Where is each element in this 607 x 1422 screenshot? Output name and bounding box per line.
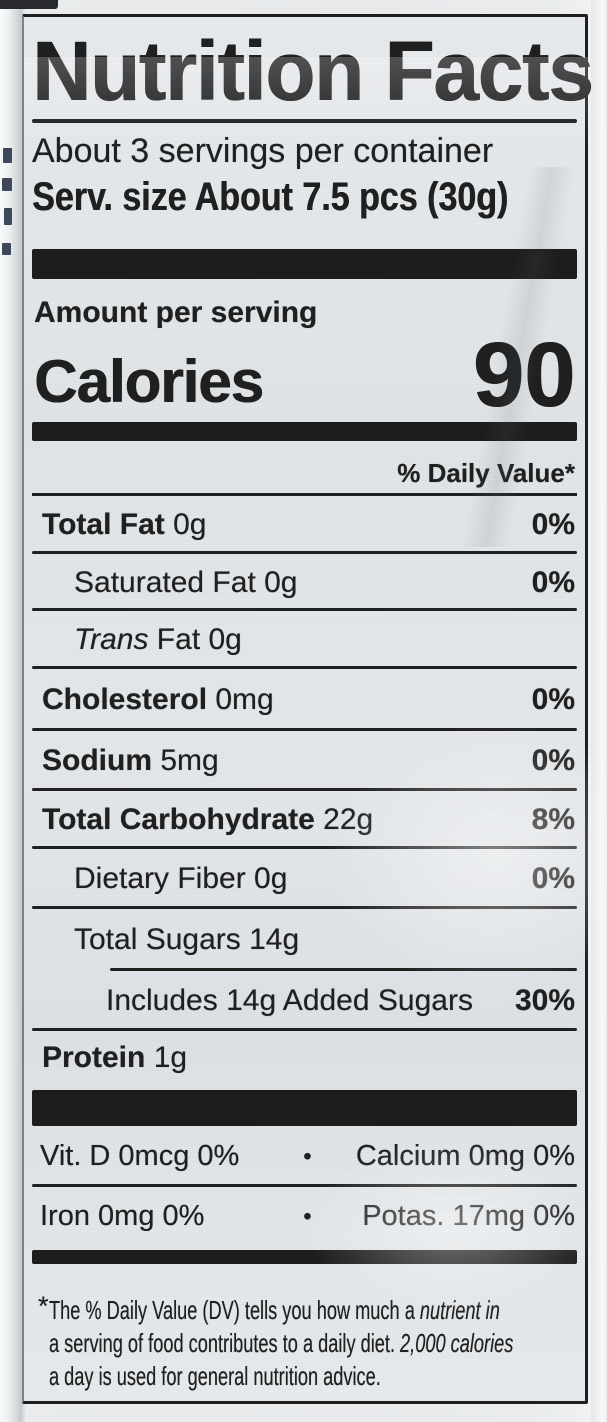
divider-rule: [32, 1184, 577, 1187]
daily-value-percent: 0%: [531, 565, 575, 599]
micronutrient-right: Calcium 0mg 0%: [355, 1140, 575, 1172]
nutrient-name: Trans Fat 0g: [74, 623, 242, 657]
nutrient-rows: Total Fat 0g 0% Saturated Fat 0g 0% Trans Fa…: [32, 496, 577, 1084]
title-rule: [32, 119, 577, 123]
daily-value-percent: 0%: [531, 862, 575, 895]
divider-rule: [32, 551, 577, 554]
divider-rule: [110, 968, 577, 971]
nutrient-amount: Includes 14g Added Sugars: [106, 984, 473, 1017]
footnote-asterisk: *: [38, 1291, 49, 1321]
footnote-line: The % Daily Value (DV) tells you how muc…: [49, 1294, 513, 1327]
separator-bar-thick: [32, 249, 577, 279]
calories-label: Calories: [34, 348, 264, 415]
nutrient-row: Cholesterol 0mg 0%: [32, 669, 577, 731]
nutrient-name: Cholesterol 0mg: [42, 683, 274, 717]
nutrition-facts-panel: Nutrition Facts About 3 servings per con…: [22, 14, 607, 1404]
nutrient-row: Dietary Fiber 0g 0%: [32, 849, 577, 909]
divider-rule: [32, 906, 577, 909]
nutrient-row: Sodium 5mg 0%: [32, 731, 577, 791]
nutrient-row: Total Carbohydrate 22g 8%: [32, 791, 577, 849]
nutrient-name-italic: Trans: [74, 623, 149, 656]
divider-rule: [32, 666, 577, 669]
bag-edge-left: [0, 0, 26, 1422]
divider-rule: [32, 846, 577, 849]
nutrient-row: Protein 1g: [32, 1031, 577, 1084]
separator-bar-medium: [32, 1250, 577, 1264]
nutrient-name-bold: Protein: [42, 1040, 146, 1074]
nutrient-name: Sodium 5mg: [42, 744, 219, 778]
nutrient-amount: 0g: [164, 508, 207, 541]
nutrient-amount: 0mg: [207, 683, 274, 716]
footnote-line: a day is used for general nutrition advi…: [49, 1360, 513, 1393]
nutrient-name: Includes 14g Added Sugars: [106, 984, 473, 1018]
micronutrient-right: Potas. 17mg 0%: [362, 1200, 575, 1232]
nutrient-name-bold: Cholesterol: [42, 683, 208, 716]
nutrient-row: Saturated Fat 0g 0%: [32, 554, 577, 611]
footnote-segment: a day is used for general nutrition advi…: [48, 1361, 381, 1391]
serving-size: Serv. size About 7.5 pcs (30g): [32, 175, 509, 219]
footnote-line: a serving of food contributes to a daily…: [49, 1327, 513, 1360]
bag-print-mark: [4, 208, 12, 225]
nutrient-name-bold: Total Fat: [42, 508, 165, 541]
divider-rule: [32, 788, 577, 791]
bag-edge-right: [591, 0, 607, 1422]
serving-size-block: Serv. size About 7.5 pcs (30g): [32, 173, 577, 221]
nutrient-name-bold: Sodium: [42, 744, 152, 777]
calories-row: Calories 90: [32, 324, 577, 426]
divider-rule: [32, 608, 577, 611]
nutrient-name: Total Fat 0g: [42, 508, 207, 542]
bag-print-mark: [2, 243, 11, 255]
nutrient-name: Total Carbohydrate 22g: [42, 803, 373, 837]
nutrient-row: Total Fat 0g 0%: [32, 496, 577, 554]
daily-value-percent: 0%: [531, 744, 575, 777]
nutrient-amount: 22g: [314, 803, 374, 836]
nutrient-name: Protein 1g: [42, 1041, 187, 1075]
nutrient-name: Total Sugars 14g: [74, 923, 299, 957]
panel-title-block: Nutrition Facts: [32, 23, 593, 119]
micronutrient-left: Iron 0mg 0%: [40, 1200, 205, 1232]
micronutrient-row: Iron 0mg 0% • Potas. 17mg 0%: [32, 1187, 577, 1246]
bullet-separator: •: [303, 1202, 312, 1230]
nutrient-amount: Fat 0g: [148, 623, 242, 656]
daily-value-percent: 0%: [531, 508, 575, 541]
footnote-text: The % Daily Value (DV) tells you how muc…: [49, 1294, 607, 1393]
separator-bar-thick: [32, 1090, 577, 1126]
nutrient-name: Saturated Fat 0g: [74, 566, 297, 600]
amount-per-serving-label: Amount per serving: [34, 296, 318, 329]
servings-per-container: About 3 servings per container: [32, 132, 494, 170]
micronutrient-left: Vit. D 0mcg 0%: [40, 1140, 240, 1172]
separator-bar-medium: [32, 422, 577, 441]
nutrient-row: Trans Fat 0g: [32, 611, 577, 669]
nutrient-amount: Dietary Fiber 0g: [74, 862, 288, 895]
footnote: * The % Daily Value (DV) tells you how m…: [32, 1291, 577, 1393]
footnote-segment: a serving of food contributes to a daily…: [48, 1328, 400, 1358]
nutrient-amount: 5mg: [152, 744, 219, 777]
divider-rule: [32, 728, 577, 731]
footnote-italic-segment: nutrient in: [419, 1295, 500, 1325]
nutrient-amount: Saturated Fat 0g: [74, 565, 298, 599]
nutrient-row: Total Sugars 14g: [32, 909, 577, 971]
nutrient-amount: Total Sugars 14g: [74, 923, 300, 956]
daily-value-header: % Daily Value*: [32, 441, 577, 496]
micronutrient-rows: Vit. D 0mcg 0% • Calcium 0mg 0% Iron 0mg 0%…: [32, 1126, 577, 1246]
nutrient-name: Dietary Fiber 0g: [74, 862, 287, 896]
bullet-separator: •: [303, 1142, 312, 1170]
nutrient-name-bold: Total Carbohydrate: [42, 803, 315, 836]
panel-title: Nutrition Facts: [32, 24, 593, 118]
bag-print-mark: [3, 148, 12, 163]
bag-print-mark: [2, 178, 12, 191]
nutrient-amount: 1g: [145, 1040, 188, 1074]
divider-rule: [32, 1028, 577, 1031]
bag-edge-top: [0, 0, 58, 9]
footnote-italic-segment: 2,000 calories: [399, 1328, 513, 1358]
micronutrient-row: Vit. D 0mcg 0% • Calcium 0mg 0%: [32, 1126, 577, 1187]
footnote-segment: The % Daily Value (DV) tells you how muc…: [48, 1295, 420, 1325]
daily-value-percent: 8%: [531, 803, 575, 836]
nutrient-row: Includes 14g Added Sugars 30%: [32, 971, 577, 1031]
daily-value-percent: 30%: [514, 984, 575, 1017]
daily-value-percent: 0%: [531, 683, 575, 716]
calories-value: 90: [472, 324, 575, 426]
